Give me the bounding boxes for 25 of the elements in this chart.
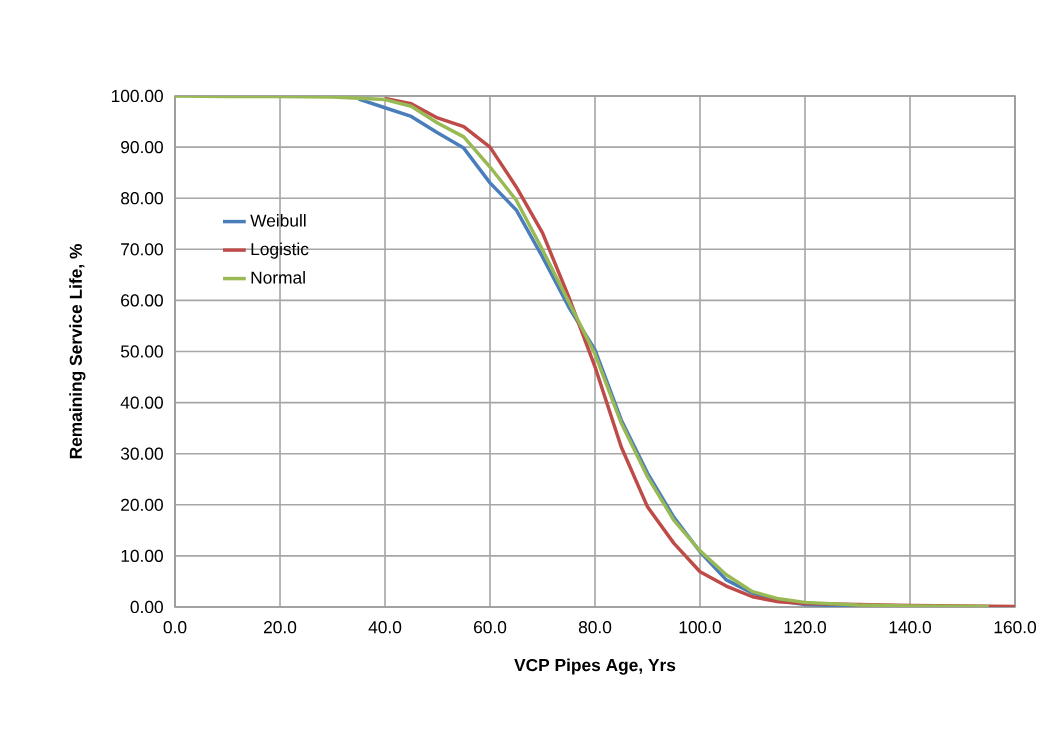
x-tick-label: 140.0 bbox=[889, 621, 932, 634]
x-axis-title: VCP Pipes Age, Yrs bbox=[514, 658, 676, 675]
x-tick-label: 0.0 bbox=[163, 621, 187, 634]
y-tick-label: 70.00 bbox=[121, 243, 163, 256]
y-tick-label: 10.00 bbox=[121, 549, 163, 563]
x-tick-label: 40.0 bbox=[368, 621, 402, 634]
y-tick-label: 30.00 bbox=[120, 447, 163, 460]
y-tick-label: 0.00 bbox=[130, 600, 163, 614]
x-tick-label: 20.0 bbox=[264, 621, 297, 634]
x-tick-label: 60.0 bbox=[474, 621, 507, 634]
y-tick-label: 50.00 bbox=[120, 345, 163, 358]
x-tick-label: 120.0 bbox=[784, 621, 827, 634]
legend-label: Weibull bbox=[250, 214, 306, 227]
legend-label: Normal bbox=[251, 270, 305, 284]
legend-label: Logistic bbox=[251, 242, 309, 259]
y-tick-label: 40.00 bbox=[120, 396, 163, 409]
x-tick-label: 100.0 bbox=[679, 621, 722, 634]
y-tick-label: 90.00 bbox=[121, 140, 163, 154]
y-axis-title: Remaining Service Life, % bbox=[69, 244, 86, 459]
x-tick-label: 80.0 bbox=[578, 621, 612, 634]
y-tick-label: 80.00 bbox=[121, 192, 163, 205]
y-tick-label: 20.00 bbox=[121, 498, 163, 511]
y-tick-label: 100.00 bbox=[111, 89, 163, 103]
y-tick-label: 60.00 bbox=[121, 294, 163, 307]
x-tick-label: 160.0 bbox=[994, 621, 1037, 634]
